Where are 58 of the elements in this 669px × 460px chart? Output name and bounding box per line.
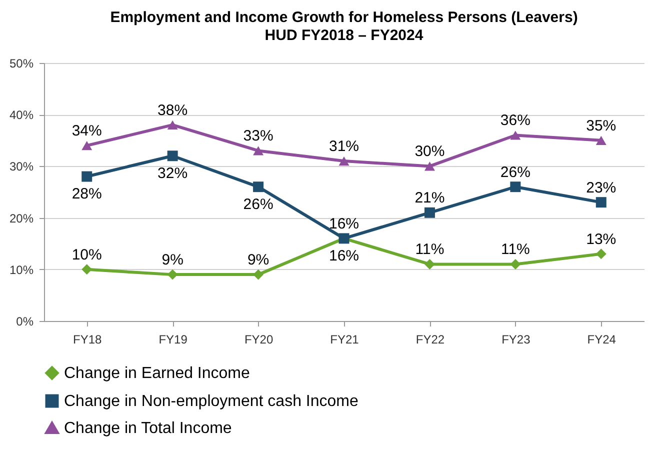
point <box>596 136 606 145</box>
point <box>167 269 178 280</box>
data-label: 28% <box>72 186 102 203</box>
data-label: 21% <box>414 190 445 207</box>
data-label: 23% <box>586 179 616 196</box>
legend-label: Change in Total Income <box>64 420 232 437</box>
y-tick-label: 40% <box>9 108 34 122</box>
data-label: 26% <box>243 196 274 213</box>
point <box>510 130 521 140</box>
x-tick-label: FY24 <box>587 332 616 346</box>
point <box>253 269 264 280</box>
x-tick-label: FY20 <box>244 332 274 346</box>
point <box>338 156 350 166</box>
data-label: 9% <box>247 252 270 269</box>
data-label: 30% <box>414 143 445 160</box>
y-tick-label: 20% <box>9 211 34 226</box>
data-label: 31% <box>328 138 360 156</box>
point <box>82 264 92 275</box>
point <box>82 141 92 150</box>
data-label: 38% <box>158 102 188 119</box>
data-label: 33% <box>243 128 274 145</box>
y-tick-label: 10% <box>9 262 34 277</box>
point <box>424 207 435 218</box>
point <box>167 150 178 162</box>
point <box>253 182 264 192</box>
data-label: 34% <box>72 122 102 140</box>
point <box>510 182 521 192</box>
point <box>424 162 435 171</box>
chart-subtitle: HUD FY2018 – FY2024 <box>264 27 424 44</box>
point <box>596 197 606 208</box>
y-tick-label: 50% <box>9 56 34 70</box>
x-tick-label: FY19 <box>158 332 188 346</box>
point <box>82 171 92 182</box>
data-label: 9% <box>162 252 184 269</box>
data-label: 36% <box>500 112 530 130</box>
y-tick-label: 30% <box>9 160 34 174</box>
point <box>424 258 435 270</box>
data-label: 32% <box>158 164 188 182</box>
chart-title: Employment and Income Growth for Homeless Persons (Leavers) <box>110 9 578 26</box>
legend-label: Change in Earned Income <box>64 365 250 382</box>
data-label: 16% <box>328 215 360 232</box>
data-label: 26% <box>500 164 530 181</box>
data-label: 11% <box>415 241 444 258</box>
data-label: 35% <box>586 117 616 134</box>
point <box>253 146 264 156</box>
x-tick-label: FY22 <box>416 332 445 346</box>
point <box>596 248 606 260</box>
y-tick-label: 0% <box>16 314 34 328</box>
point <box>167 120 178 130</box>
data-label: 16% <box>328 247 360 264</box>
x-tick-label: FY23 <box>502 332 531 346</box>
data-label: 13% <box>586 230 616 248</box>
data-label: 10% <box>72 246 102 264</box>
data-label: 11% <box>500 241 530 258</box>
point <box>510 258 521 270</box>
legend-label: Change in Non-employment cash Income <box>64 393 358 410</box>
x-tick-label: FY18 <box>73 332 102 346</box>
x-tick-label: FY21 <box>330 332 360 346</box>
